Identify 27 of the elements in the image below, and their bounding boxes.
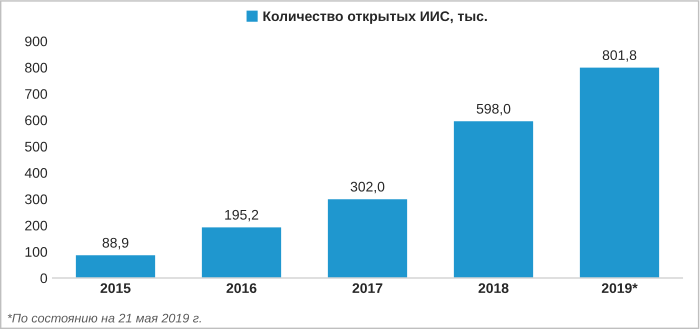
y-tick-label: 0 bbox=[40, 273, 48, 284]
bar bbox=[200, 226, 283, 278]
y-tick-label: 400 bbox=[24, 168, 48, 178]
x-tick-label: 2018 bbox=[478, 283, 509, 294]
legend-label: Количество открытых ИИС, тыс. bbox=[263, 11, 487, 24]
y-tick-label: 500 bbox=[25, 142, 48, 152]
x-tick-label: 2015 bbox=[100, 283, 131, 294]
text: *По состоянию на 21 мая 2019 г. bbox=[8, 314, 201, 323]
data-label: 302,0 bbox=[350, 182, 384, 194]
data-label: 195,2 bbox=[225, 210, 258, 222]
data-label: 598,0 bbox=[476, 104, 510, 116]
bar bbox=[326, 198, 409, 278]
y-tick-label: 800 bbox=[25, 62, 48, 73]
y-tick-label: 900 bbox=[25, 36, 48, 46]
y-tick-label: 300 bbox=[25, 194, 48, 204]
data-label: 88,9 bbox=[102, 238, 128, 250]
data-label: 801,8 bbox=[602, 50, 636, 62]
y-tick-label: 200 bbox=[25, 220, 48, 231]
bar bbox=[452, 120, 535, 278]
x-tick-label: 2016 bbox=[226, 283, 256, 294]
bar bbox=[74, 254, 157, 278]
x-tick-label: 2017 bbox=[352, 283, 382, 294]
y-tick-label: 600 bbox=[25, 115, 48, 126]
bar bbox=[578, 66, 661, 278]
y-tick-label: 100 bbox=[26, 247, 48, 257]
y-tick-label: 700 bbox=[25, 89, 48, 99]
x-tick-label: 2019* bbox=[602, 283, 638, 294]
